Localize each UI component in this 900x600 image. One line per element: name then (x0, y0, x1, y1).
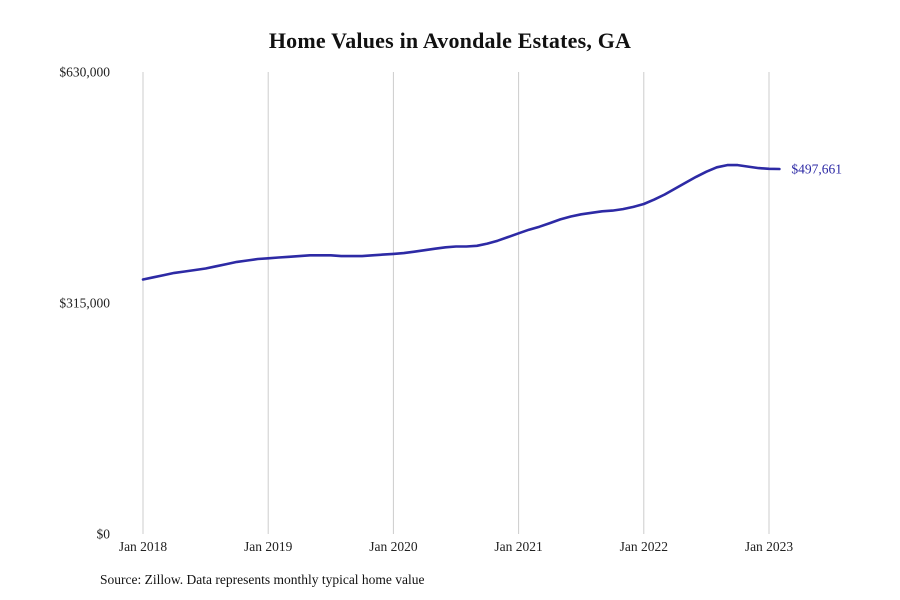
end-value-label: $497,661 (791, 162, 842, 177)
x-tick-label: Jan 2023 (745, 539, 794, 554)
y-tick-label: $0 (97, 527, 111, 542)
y-tick-label: $630,000 (59, 65, 110, 80)
x-tick-label: Jan 2022 (620, 539, 668, 554)
x-tick-label: Jan 2020 (369, 539, 418, 554)
x-tick-label: Jan 2021 (494, 539, 542, 554)
source-note: Source: Zillow. Data represents monthly … (100, 572, 425, 587)
x-tick-label: Jan 2018 (119, 539, 168, 554)
home-value-line (141, 163, 781, 281)
y-tick-label: $315,000 (59, 296, 110, 311)
chart-title: Home Values in Avondale Estates, GA (268, 28, 632, 53)
x-tick-label: Jan 2019 (244, 539, 293, 554)
